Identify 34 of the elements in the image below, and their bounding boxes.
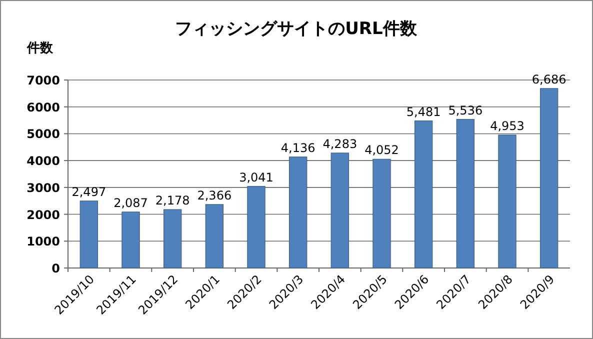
- data-label: 6,686: [532, 72, 566, 86]
- bar: [540, 88, 558, 268]
- data-label: 2,178: [155, 194, 190, 208]
- bar: [289, 156, 308, 268]
- bar: [330, 152, 349, 268]
- y-tick-label: 6000: [26, 100, 60, 114]
- data-label: 2,366: [197, 188, 232, 202]
- data-label: 4,052: [364, 143, 399, 158]
- bar: [414, 120, 433, 268]
- data-label: 4,283: [322, 136, 358, 151]
- bar: [372, 158, 391, 268]
- data-label: 4,136: [280, 140, 316, 155]
- data-label: 5,536: [448, 103, 483, 118]
- y-tick-label: 2000: [26, 208, 60, 222]
- y-tick-label: 7000: [26, 74, 60, 88]
- y-tick-label: 1000: [26, 234, 60, 249]
- data-label: 2,497: [72, 184, 106, 199]
- bar: [80, 200, 98, 268]
- y-tick-label: 0: [52, 262, 60, 276]
- bar: [247, 186, 266, 268]
- bar: [205, 204, 224, 268]
- data-label: 5,481: [406, 104, 441, 119]
- bar: [122, 212, 140, 268]
- bar: [164, 209, 182, 268]
- y-tick-label: 5000: [26, 127, 60, 142]
- data-label: 4,953: [490, 118, 524, 133]
- data-label: 2,087: [114, 196, 148, 210]
- bar: [498, 134, 516, 268]
- data-label: 3,041: [239, 170, 274, 184]
- bar: [456, 119, 474, 268]
- y-tick-label: 4000: [26, 154, 60, 168]
- y-axis-title: 件数: [26, 41, 54, 56]
- y-tick-label: 3000: [26, 180, 60, 195]
- chart-title: フィッシングサイトのURL件数: [175, 19, 418, 39]
